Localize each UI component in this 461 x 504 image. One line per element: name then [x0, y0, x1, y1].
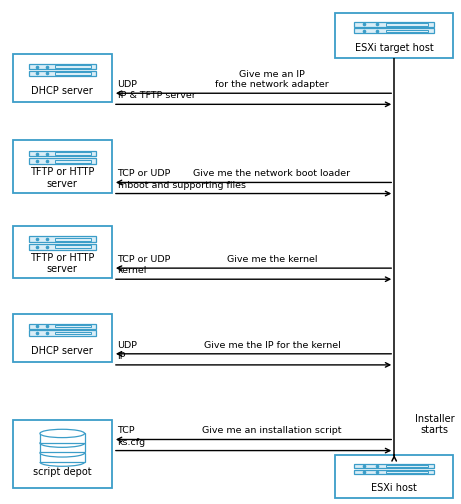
FancyBboxPatch shape — [13, 140, 112, 193]
FancyBboxPatch shape — [55, 160, 90, 163]
FancyBboxPatch shape — [40, 443, 84, 453]
Text: Installer
starts: Installer starts — [415, 414, 455, 435]
Text: ks.cfg: ks.cfg — [118, 437, 146, 447]
Text: TCP or UDP: TCP or UDP — [118, 255, 171, 264]
FancyBboxPatch shape — [29, 324, 96, 329]
FancyBboxPatch shape — [354, 22, 434, 27]
FancyBboxPatch shape — [40, 433, 84, 443]
FancyBboxPatch shape — [386, 465, 428, 467]
FancyBboxPatch shape — [354, 28, 434, 33]
Text: script depot: script depot — [33, 467, 92, 477]
FancyBboxPatch shape — [29, 331, 96, 336]
FancyBboxPatch shape — [354, 470, 434, 474]
Text: Give me the IP for the kernel: Give me the IP for the kernel — [204, 341, 340, 350]
FancyBboxPatch shape — [386, 30, 428, 32]
FancyBboxPatch shape — [13, 419, 112, 488]
FancyBboxPatch shape — [29, 158, 96, 164]
Text: Give me the kernel: Give me the kernel — [227, 255, 317, 264]
Text: TCP or UDP: TCP or UDP — [118, 169, 171, 178]
FancyBboxPatch shape — [354, 464, 434, 468]
FancyBboxPatch shape — [29, 64, 96, 69]
FancyBboxPatch shape — [55, 332, 90, 334]
Text: kernel: kernel — [118, 266, 147, 275]
FancyBboxPatch shape — [29, 71, 96, 76]
FancyBboxPatch shape — [40, 453, 84, 462]
FancyBboxPatch shape — [13, 313, 112, 362]
Ellipse shape — [40, 449, 84, 457]
FancyBboxPatch shape — [55, 152, 90, 155]
Text: TFTP or HTTP
server: TFTP or HTTP server — [30, 167, 95, 189]
Ellipse shape — [40, 429, 84, 437]
FancyBboxPatch shape — [29, 151, 96, 156]
Text: TFTP or HTTP
server: TFTP or HTTP server — [30, 253, 95, 275]
FancyBboxPatch shape — [336, 13, 453, 58]
Text: IP: IP — [118, 352, 126, 361]
Text: UDP: UDP — [118, 80, 137, 89]
FancyBboxPatch shape — [55, 325, 90, 328]
Text: Give me the network boot loader: Give me the network boot loader — [194, 169, 350, 178]
Text: mboot and supporting files: mboot and supporting files — [118, 180, 246, 190]
FancyBboxPatch shape — [55, 72, 90, 75]
Text: Give me an IP
for the network adapter: Give me an IP for the network adapter — [215, 70, 329, 89]
Text: DHCP server: DHCP server — [31, 346, 93, 356]
FancyBboxPatch shape — [55, 245, 90, 248]
FancyBboxPatch shape — [29, 236, 96, 242]
Ellipse shape — [40, 439, 84, 448]
FancyBboxPatch shape — [55, 237, 90, 241]
Text: IP & TFTP server: IP & TFTP server — [118, 91, 195, 100]
Text: Give me an installation script: Give me an installation script — [202, 426, 342, 435]
FancyBboxPatch shape — [55, 65, 90, 68]
FancyBboxPatch shape — [13, 226, 112, 278]
Text: DHCP server: DHCP server — [31, 86, 93, 96]
FancyBboxPatch shape — [386, 23, 428, 26]
FancyBboxPatch shape — [336, 455, 453, 498]
FancyBboxPatch shape — [29, 244, 96, 249]
Text: ESXi target host: ESXi target host — [355, 42, 433, 52]
Text: TCP: TCP — [118, 426, 135, 435]
FancyBboxPatch shape — [13, 54, 112, 102]
Text: ESXi host: ESXi host — [371, 483, 417, 493]
Text: UDP: UDP — [118, 341, 137, 350]
FancyBboxPatch shape — [386, 471, 428, 473]
